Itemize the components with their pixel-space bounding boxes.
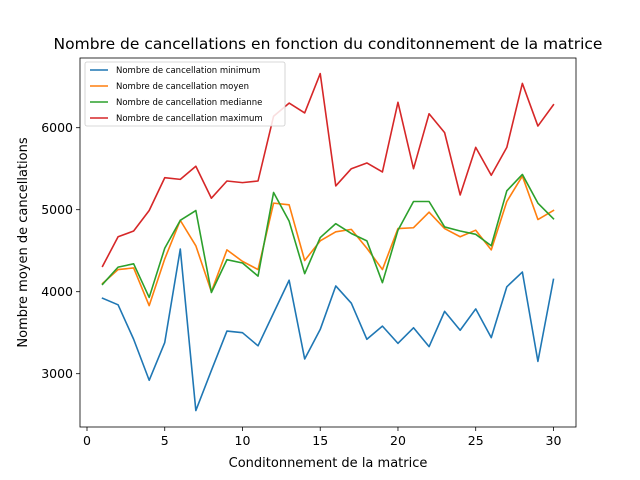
- series-line-4: [101, 72, 555, 268]
- y-tick-label: 5000: [41, 202, 73, 217]
- legend: Nombre de cancellation minimum Nombre de …: [84, 61, 286, 127]
- series-line-3: [101, 173, 555, 299]
- series-lines: [101, 72, 555, 412]
- x-axis-label: Conditonnement de la matrice: [229, 456, 428, 471]
- x-tick-label: 0: [83, 433, 91, 448]
- y-tick-label: 3000: [41, 366, 73, 381]
- legend-entry-label: Nombre de cancellation maximum: [116, 114, 263, 124]
- series-line-1: [101, 248, 555, 412]
- y-axis-label: Nombre moyen de cancellations: [16, 137, 31, 347]
- axes-frame: [79, 57, 577, 428]
- legend-box: [84, 61, 286, 127]
- x-tick-label: 30: [546, 433, 562, 448]
- legend-entry-label: Nombre de cancellation minimum: [116, 66, 260, 76]
- series-line-2: [101, 175, 555, 307]
- x-tick-label: 5: [161, 433, 169, 448]
- x-tick-label: 20: [390, 433, 406, 448]
- y-axis: 3000 4000 5000 6000: [41, 120, 80, 381]
- x-tick-label: 15: [312, 433, 328, 448]
- x-tick-label: 10: [235, 433, 251, 448]
- y-tick-label: 4000: [41, 284, 73, 299]
- chart-title: Nombre de cancellations en fonction du c…: [54, 35, 603, 53]
- legend-entry-label: Nombre de cancellation medianne: [116, 98, 262, 108]
- y-tick-label: 6000: [41, 120, 73, 135]
- x-tick-label: 25: [468, 433, 484, 448]
- x-axis: 0 5 10 15 20 25 30: [83, 427, 561, 448]
- legend-entry-label: Nombre de cancellation moyen: [116, 82, 249, 92]
